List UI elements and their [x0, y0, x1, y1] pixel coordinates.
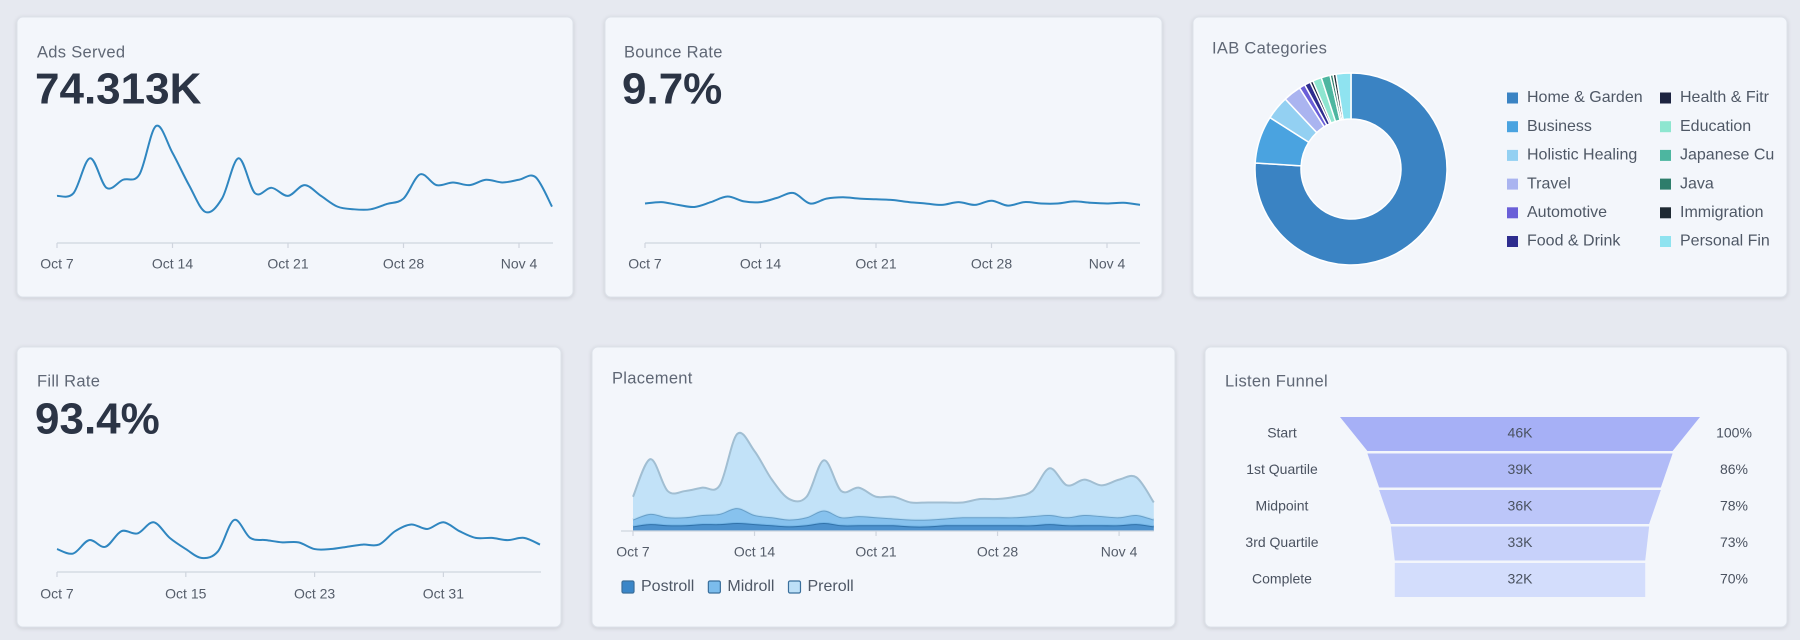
- x-tick-label: Oct 28: [383, 256, 424, 272]
- legend-label: Food & Drink: [1527, 233, 1621, 250]
- funnel-stage: Complete: [1252, 571, 1312, 587]
- funnel-percent: 78%: [1720, 498, 1748, 514]
- funnel-segment: [1390, 526, 1650, 561]
- legend-swatch: [787, 580, 802, 594]
- funnel-stage: Midpoint: [1256, 498, 1309, 514]
- legend-label: Education: [1680, 118, 1751, 135]
- legend-swatch: [1660, 207, 1671, 219]
- x-tick-label: Oct 23: [294, 586, 335, 602]
- kpi-value: 9.7%: [622, 65, 722, 114]
- funnel-segment: [1367, 453, 1673, 488]
- x-tick-label: Oct 7: [40, 586, 74, 602]
- funnel-segment: [1379, 490, 1661, 524]
- legend-swatch: [707, 580, 721, 594]
- line: [56, 518, 541, 560]
- funnel-stage: Start: [1267, 425, 1297, 441]
- legend-label: Business: [1527, 118, 1592, 135]
- funnel-value: 32K: [1508, 571, 1534, 587]
- card: [591, 346, 1176, 628]
- funnel-percent: 70%: [1720, 571, 1748, 587]
- card-title: IAB Categories: [1212, 39, 1327, 57]
- funnel-percent: 86%: [1720, 461, 1748, 477]
- x-tick-label: Oct 31: [423, 586, 464, 602]
- legend-swatch: [1660, 236, 1671, 247]
- funnel-value: 39K: [1508, 461, 1534, 477]
- legend-label: Health & Fitr: [1680, 89, 1770, 106]
- funnel-value: 36K: [1508, 498, 1534, 514]
- pie-slice: [1254, 72, 1448, 266]
- legend-swatch: [1507, 92, 1518, 104]
- legend-label: Home & Garden: [1527, 89, 1643, 106]
- legend-swatch: [1507, 178, 1518, 190]
- x-tick-label: Oct 21: [855, 544, 896, 560]
- card-title: Ads Served: [37, 43, 125, 61]
- line: [56, 124, 553, 214]
- legend-label: Japanese Cu: [1680, 147, 1774, 164]
- legend-label: Personal Fin: [1680, 233, 1770, 250]
- funnel-segment: [1340, 417, 1700, 451]
- kpi-value: 93.4%: [35, 395, 160, 444]
- funnel-percent: 73%: [1720, 534, 1748, 550]
- card: [16, 16, 574, 298]
- x-tick-label: Oct 7: [628, 256, 662, 272]
- x-tick-label: Oct 7: [40, 256, 74, 272]
- funnel-percent: 100%: [1716, 425, 1752, 441]
- x-tick-label: Oct 15: [165, 586, 206, 602]
- x-tick-label: Nov 4: [501, 256, 538, 272]
- x-tick-label: Oct 14: [152, 256, 193, 272]
- legend-label: Automotive: [1527, 204, 1607, 221]
- legend-label: Postroll: [641, 578, 694, 595]
- legend-swatch: [1660, 92, 1671, 104]
- legend-swatch: [1660, 178, 1671, 190]
- legend-label: Immigration: [1680, 204, 1764, 221]
- card: [16, 346, 562, 628]
- legend-swatch: [1660, 121, 1671, 133]
- area: [633, 508, 1154, 527]
- legend-swatch: [1507, 149, 1518, 161]
- funnel-stage: 3rd Quartile: [1245, 534, 1318, 550]
- kpi-value: 74.313K: [35, 65, 202, 114]
- x-tick-label: Oct 28: [971, 256, 1012, 272]
- legend-swatch: [1507, 121, 1518, 133]
- line: [644, 191, 1141, 209]
- x-tick-label: Oct 7: [616, 544, 650, 560]
- funnel-value: 46K: [1508, 425, 1534, 441]
- x-tick-label: Oct 14: [734, 544, 775, 560]
- funnel-stage: 1st Quartile: [1246, 461, 1318, 477]
- card: [604, 16, 1163, 298]
- x-tick-label: Oct 21: [267, 256, 308, 272]
- x-tick-label: Oct 28: [977, 544, 1018, 560]
- area-edge: [632, 431, 1155, 504]
- funnel-segment: [1394, 563, 1646, 597]
- legend: Home & Garden Business Holistic Healing Tra…: [1507, 89, 1774, 250]
- legend-swatch: [621, 580, 635, 594]
- card-title: Placement: [612, 369, 693, 387]
- legend-label: Holistic Healing: [1527, 147, 1637, 164]
- legend-swatch: [1660, 149, 1671, 161]
- card-title: Fill Rate: [37, 372, 100, 390]
- legend-label: Midroll: [727, 578, 774, 595]
- x-tick-label: Oct 14: [740, 256, 781, 272]
- funnel-value: 33K: [1508, 534, 1534, 550]
- pie-slice: [1335, 72, 1352, 121]
- legend-label: Travel: [1527, 175, 1571, 192]
- x-tick-label: Nov 4: [1089, 256, 1126, 272]
- legend-label: Java: [1680, 175, 1714, 192]
- area: [633, 432, 1154, 520]
- card-title: Bounce Rate: [624, 43, 723, 61]
- legend-label: Preroll: [807, 578, 853, 595]
- x-tick-label: Oct 21: [855, 256, 896, 272]
- x-tick-label: Nov 4: [1101, 544, 1138, 560]
- legend-swatch: [1507, 236, 1518, 247]
- legend-swatch: [1507, 207, 1518, 219]
- card-title: Listen Funnel: [1225, 372, 1328, 390]
